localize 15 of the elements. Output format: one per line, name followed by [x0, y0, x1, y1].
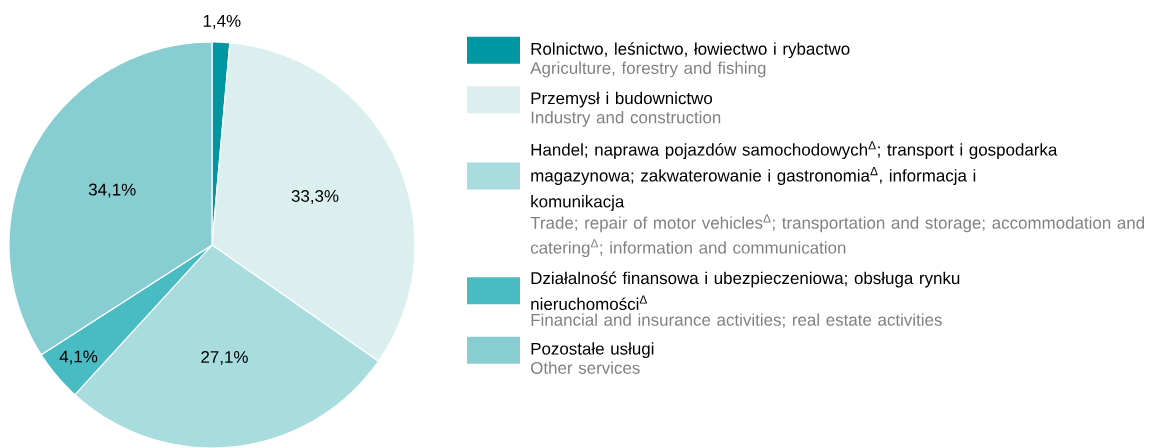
data-label: 4,1% — [59, 350, 98, 365]
legend-label: Rolnictwo, leśnictwo, łowiectwo i rybactwo — [531, 42, 850, 59]
text: Financial and insurance activities; real estate activities — [531, 313, 942, 328]
legend-label: Działalność finansowa i ubezpieczeniowa; obsługa rynku nieruchomości$^{Δ}$ — [531, 271, 960, 311]
legend-label: Przemysł i budownictwo — [531, 91, 713, 108]
text: Trade; repair of motor vehicles$^{Δ}$; transportation and storage; accommodation and catering$^{Δ}$; information and communication — [530, 214, 1145, 258]
data-label: 27,1% — [201, 350, 248, 365]
text: Industry and construction — [531, 110, 721, 127]
data-label: 1,4% — [203, 14, 241, 29]
category-label: Handel; naprawa pojazdów samochodowych$^{Δ}$; transport i gospodarka magazynowa; zakwaterowanie i gastronomia$^{Δ}$, informacja i komunikacja — [531, 141, 1058, 211]
legend-label: Pozostałe usługi — [531, 342, 654, 359]
data-label: 33,3% — [291, 189, 339, 204]
text: Agriculture, forestry and fishing — [530, 61, 766, 78]
text: Other services — [531, 361, 640, 374]
data-label: 34,1% — [88, 183, 136, 198]
